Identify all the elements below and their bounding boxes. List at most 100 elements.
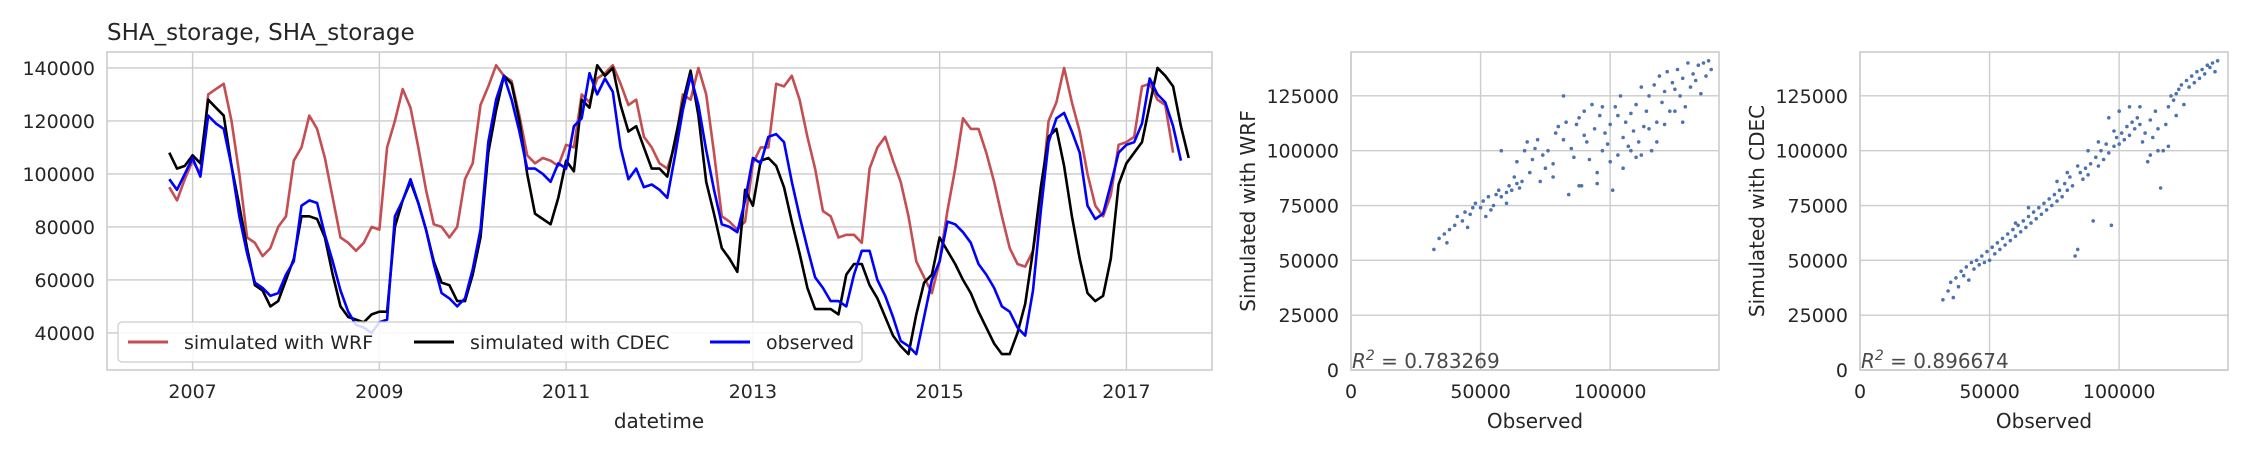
scatter-point xyxy=(1432,247,1436,252)
scatter-point xyxy=(2088,162,2093,166)
scatter-point xyxy=(1639,153,1644,157)
scatter-point xyxy=(1655,140,1659,144)
timeseries-x-tick-label: 2009 xyxy=(355,381,403,403)
scatter-point xyxy=(2086,148,2090,153)
scatter-point xyxy=(1673,109,1677,113)
r2-value: = 0.896674 xyxy=(1884,349,2009,373)
scatter-point xyxy=(1644,109,1649,113)
timeseries-x-tick-label: 2017 xyxy=(1102,381,1150,403)
legend-label-cdec: simulated with CDEC xyxy=(470,332,669,354)
scatter-cdec-y-axis-label: Simulated with CDEC xyxy=(1745,105,1769,317)
scatter-point xyxy=(2083,166,2088,170)
scatter-point xyxy=(1977,262,1981,267)
scatter-point xyxy=(2031,210,2036,214)
scatter-point xyxy=(1546,148,1550,153)
scatter-wrf-x-tick-labels: 0 50000 100000 xyxy=(1345,381,1646,403)
scatter-point xyxy=(2096,140,2101,144)
scatter-point xyxy=(1579,184,1584,188)
scatter-y-tick-label: 100000 xyxy=(1775,141,1848,163)
scatter-point xyxy=(2060,194,2064,199)
scatter-point xyxy=(2099,148,2103,153)
scatter-point xyxy=(1678,94,1682,98)
scatter-point xyxy=(2169,94,2173,98)
scatter-point xyxy=(1993,252,1997,256)
scatter-point xyxy=(1608,122,1612,127)
scatter-point xyxy=(2050,203,2054,208)
scatter-point xyxy=(1959,269,1963,274)
scatter-point xyxy=(1980,254,1984,258)
scatter-point xyxy=(2166,105,2171,109)
scatter-point xyxy=(2166,144,2171,149)
timeseries-y-tick-labels: 40000 60000 80000 100000 120000 140000 xyxy=(22,58,95,345)
scatter-point xyxy=(1530,157,1535,162)
scatter-point xyxy=(2192,80,2197,85)
scatter-point xyxy=(2086,173,2090,177)
scatter-point xyxy=(1572,155,1576,160)
scatter-point xyxy=(1655,120,1659,124)
scatter-point xyxy=(1701,61,1706,65)
scatter-point xyxy=(2073,254,2077,258)
scatter-point xyxy=(1616,153,1620,157)
scatter-point xyxy=(2122,137,2127,142)
scatter-point xyxy=(2013,221,2018,225)
scatter-point xyxy=(2091,219,2095,223)
timeseries-y-tick-label: 100000 xyxy=(22,164,95,186)
scatter-point xyxy=(2148,118,2153,122)
scatter-point xyxy=(1535,137,1540,142)
scatter-point xyxy=(1616,113,1620,118)
scatter-point xyxy=(2197,76,2202,81)
scatter-point xyxy=(1496,188,1501,192)
scatter-point xyxy=(1660,100,1664,105)
scatter-point xyxy=(2114,135,2119,140)
scatter-point xyxy=(1647,127,1651,131)
scatter-point xyxy=(1691,72,1695,76)
scatter-point xyxy=(2026,214,2031,219)
scatter-point xyxy=(1603,131,1607,135)
scatter-point xyxy=(1551,162,1555,166)
scatter-point xyxy=(1491,203,1496,208)
scatter-y-tick-label: 25000 xyxy=(1279,305,1339,327)
scatter-point xyxy=(1693,78,1698,83)
scatter-point xyxy=(2112,144,2116,149)
scatter-point xyxy=(1512,175,1517,179)
scatter-point xyxy=(1471,205,1475,210)
scatter-y-tick-label: 50000 xyxy=(1788,250,1848,272)
scatter-point xyxy=(1686,61,1690,65)
scatter-point xyxy=(1543,166,1548,170)
scatter-point xyxy=(2107,116,2111,120)
timeseries-x-tick-label: 2013 xyxy=(729,381,777,403)
scatter-point xyxy=(1595,181,1599,186)
scatter-point xyxy=(2138,122,2142,127)
scatter-point xyxy=(2213,69,2217,74)
scatter-point xyxy=(2096,164,2101,168)
scatter-point xyxy=(1481,199,1485,203)
scatter-cdec-x-tick-labels: 0 50000 100000 xyxy=(1854,381,2155,403)
scatter-y-tick-label: 25000 xyxy=(1788,305,1848,327)
scatter-point xyxy=(1553,131,1558,135)
scatter-point xyxy=(1974,258,1979,263)
scatter-point xyxy=(1610,188,1615,192)
scatter-point xyxy=(1561,94,1566,98)
scatter-point xyxy=(2052,192,2057,197)
scatter-y-tick-label: 125000 xyxy=(1266,86,1339,108)
scatter-point xyxy=(1951,295,1956,300)
scatter-point xyxy=(1688,85,1693,89)
scatter-point xyxy=(2000,236,2005,241)
scatter-point xyxy=(1972,267,1976,271)
scatter-point xyxy=(1528,170,1532,175)
scatter-point xyxy=(1683,105,1688,109)
scatter-point xyxy=(1515,159,1519,164)
scatter-point xyxy=(1948,280,1953,285)
scatter-point xyxy=(1522,148,1527,153)
scatter-point xyxy=(1486,194,1491,199)
scatter-point xyxy=(1706,59,1711,63)
scatter-point xyxy=(1629,111,1633,116)
timeseries-y-tick-label: 80000 xyxy=(35,217,95,239)
scatter-wrf-r2-annotation: R2 = 0.783269 xyxy=(1352,348,1500,373)
scatter-point xyxy=(2008,238,2013,243)
scatter-point xyxy=(2177,87,2181,92)
scatter-point xyxy=(2117,142,2121,146)
scatter-point xyxy=(1515,181,1519,186)
scatter-point xyxy=(1478,205,1483,210)
